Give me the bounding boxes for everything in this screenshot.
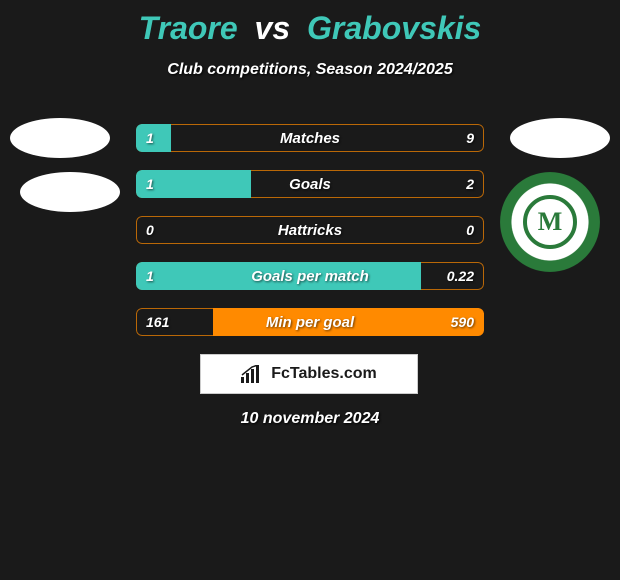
stat-label: Min per goal bbox=[136, 308, 484, 336]
date-label: 10 november 2024 bbox=[0, 410, 620, 428]
stat-row: 12Goals bbox=[136, 170, 484, 198]
stat-row: 19Matches bbox=[136, 124, 484, 152]
player1-name: Traore bbox=[139, 10, 238, 46]
player2-club-badge: M bbox=[500, 172, 600, 272]
chart-icon bbox=[241, 365, 263, 383]
stat-row: 161590Min per goal bbox=[136, 308, 484, 336]
brand-box: FcTables.com bbox=[200, 354, 418, 394]
stat-label: Goals per match bbox=[136, 262, 484, 290]
stat-row: 00Hattricks bbox=[136, 216, 484, 244]
stat-label: Matches bbox=[136, 124, 484, 152]
player2-name: Grabovskis bbox=[307, 10, 481, 46]
player1-club-placeholder bbox=[20, 172, 120, 212]
vs-text: vs bbox=[255, 10, 291, 46]
stat-label: Goals bbox=[136, 170, 484, 198]
subtitle: Club competitions, Season 2024/2025 bbox=[0, 61, 620, 79]
player1-photo-placeholder bbox=[10, 118, 110, 158]
player2-photo-placeholder bbox=[510, 118, 610, 158]
brand-text: FcTables.com bbox=[271, 365, 377, 383]
club-badge-letter: M bbox=[523, 195, 577, 249]
comparison-title: Traore vs Grabovskis bbox=[0, 0, 620, 47]
stat-row: 10.22Goals per match bbox=[136, 262, 484, 290]
stat-label: Hattricks bbox=[136, 216, 484, 244]
stats-container: 19Matches 12Goals 00Hattricks 10.22Goals pe… bbox=[136, 124, 484, 354]
